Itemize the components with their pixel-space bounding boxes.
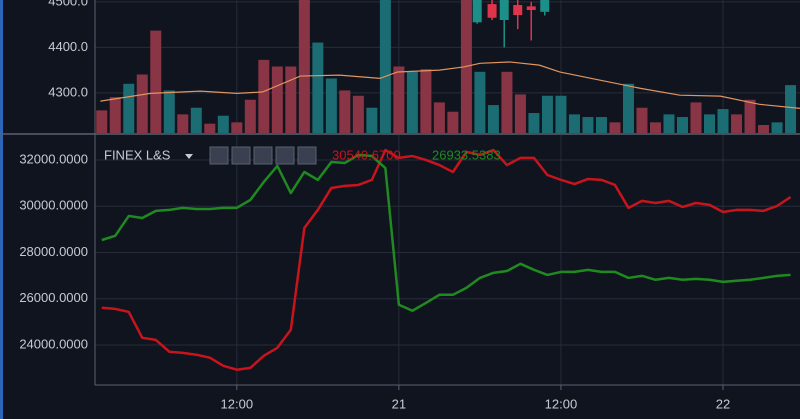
volume-bar <box>487 105 499 133</box>
volume-bar <box>568 114 580 133</box>
volume-bar <box>514 94 526 133</box>
axes: 4300.0 4400.0 4500.0 24000.0000 26000.0000 28… <box>19 0 730 411</box>
x-tick-label: 12:00 <box>221 396 254 411</box>
volume-bar <box>447 111 459 133</box>
volume-bar <box>190 107 202 133</box>
x-tick-label: 22 <box>716 396 730 411</box>
series-line <box>101 148 792 371</box>
moving-average <box>100 61 800 110</box>
series-line <box>101 153 791 313</box>
volume-bar <box>609 122 621 133</box>
volume-bar <box>258 59 270 133</box>
volume-bar <box>271 66 283 133</box>
volume-bar <box>312 42 324 133</box>
volume-bar <box>109 97 121 133</box>
volume-bar <box>636 107 648 133</box>
volume-bar <box>150 30 162 133</box>
volume-bar <box>744 99 756 133</box>
indicator-pane <box>95 135 800 385</box>
volume-bar <box>204 123 216 133</box>
volume-bar <box>352 95 364 133</box>
candle-body <box>472 0 482 23</box>
volume-bar <box>123 83 135 133</box>
x-tick-label: 21 <box>392 396 406 411</box>
candle-body <box>526 6 536 11</box>
volume-bar <box>582 117 594 133</box>
candle-body <box>513 5 523 16</box>
volume-bar <box>785 85 797 133</box>
y-tick-label: 4500.0 <box>48 0 88 8</box>
volume-bar <box>758 125 770 133</box>
volume-bar <box>433 102 445 133</box>
left-border <box>0 0 3 419</box>
y-tick-label: 26000.0000 <box>19 290 88 305</box>
y-tick-label: 28000.0000 <box>19 244 88 259</box>
volume-bar <box>420 69 432 133</box>
volume-bar <box>339 90 351 133</box>
volume-bar <box>393 66 405 133</box>
volume-bar <box>501 71 513 133</box>
x-tick-label: 12:00 <box>545 396 578 411</box>
volume-bar <box>163 90 175 133</box>
volume-bar <box>704 114 716 133</box>
volume-bar <box>663 114 675 133</box>
readout-value: 26933.5383 <box>432 147 501 162</box>
volume-bar <box>96 110 108 133</box>
volume-bar <box>555 95 567 133</box>
add-button[interactable] <box>275 146 295 165</box>
volume-bar <box>649 122 661 133</box>
volume-bar <box>528 113 540 133</box>
volume-bar <box>717 109 729 133</box>
y-tick-label: 4300.0 <box>48 84 88 99</box>
settings-button[interactable] <box>231 146 251 165</box>
indicator-buttons <box>209 146 317 165</box>
volume-bar <box>406 71 418 133</box>
volume-bar <box>474 71 486 133</box>
y-tick-label: 4400.0 <box>48 39 88 54</box>
volume-bar <box>231 122 243 133</box>
source-button[interactable] <box>253 146 273 165</box>
volume-bar <box>298 0 310 133</box>
volume-bar <box>595 117 607 133</box>
volume-bar <box>366 107 378 133</box>
y-tick-label: 30000.0000 <box>19 198 88 213</box>
y-tick-label: 24000.0000 <box>19 336 88 351</box>
volume-bar <box>325 78 337 133</box>
candle-body <box>487 4 497 18</box>
volume-bar <box>690 102 702 133</box>
readout-value: 30540.6700 <box>332 147 401 162</box>
candle-body <box>499 0 509 21</box>
volume-bar <box>379 0 391 133</box>
price-pane <box>95 0 800 133</box>
indicator-title: FINEX L&S <box>104 147 171 162</box>
eye-button[interactable] <box>209 146 229 165</box>
volume-bar <box>771 122 783 133</box>
volume-bar <box>731 114 743 133</box>
volume-bar <box>177 114 189 133</box>
y-tick-label: 32000.0000 <box>19 151 88 166</box>
volume-bar <box>136 74 148 133</box>
volume-bar <box>244 99 256 133</box>
volume-bar <box>285 66 297 133</box>
volume-bar <box>541 95 553 133</box>
close-button[interactable] <box>297 146 317 165</box>
candle-body <box>540 0 550 12</box>
volume-bar <box>677 117 688 133</box>
volume-bar <box>622 83 634 133</box>
dropdown-arrow[interactable] <box>185 154 193 159</box>
volume-bar <box>217 115 229 133</box>
